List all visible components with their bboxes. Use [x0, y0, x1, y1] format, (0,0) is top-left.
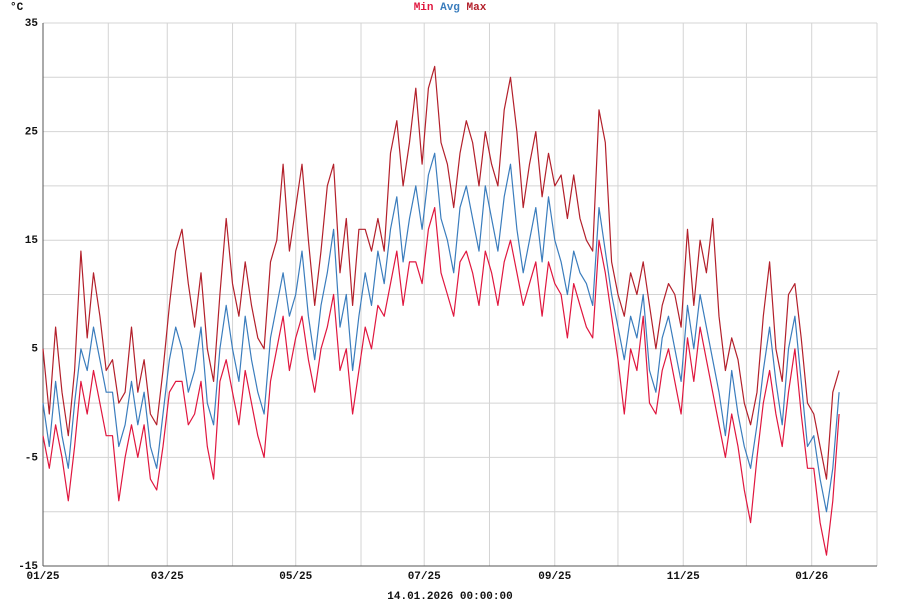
x-tick-label: 07/25: [408, 571, 441, 583]
y-tick-label: 5: [31, 344, 38, 356]
x-tick-label: 03/25: [151, 571, 184, 583]
x-tick-label: 05/25: [279, 571, 312, 583]
x-tick-label: 09/25: [538, 571, 571, 583]
series-line: [42, 65, 840, 480]
x-tick-label: 01/25: [26, 571, 59, 583]
footer-timestamp: 14.01.2026 00:00:00: [387, 591, 512, 600]
y-tick-label: 35: [25, 18, 39, 30]
legend-entry: Avg: [440, 2, 460, 14]
y-tick-label: 25: [25, 127, 39, 139]
x-tick-label: 01/26: [795, 571, 828, 583]
series-line: [42, 152, 840, 513]
legend-entry: Max: [467, 2, 487, 14]
legend-entry: Min: [414, 2, 434, 14]
y-tick-label: -5: [25, 452, 39, 464]
y-tick-label: -15: [18, 561, 38, 573]
y-unit: °C: [10, 2, 24, 14]
series-line: [42, 207, 840, 556]
x-tick-label: 11/25: [667, 571, 700, 583]
y-tick-label: 15: [25, 235, 39, 247]
